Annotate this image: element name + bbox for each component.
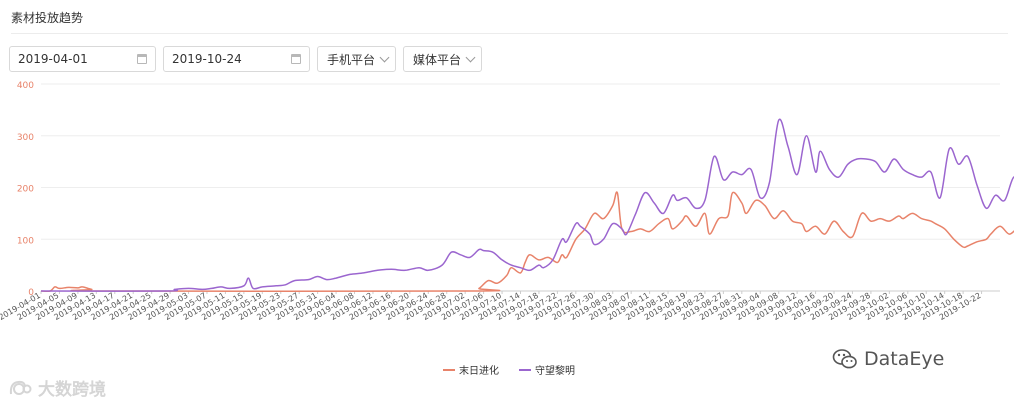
platform-select-label: 手机平台 <box>327 52 376 67</box>
y-tick-label: 200 <box>17 185 34 195</box>
y-tick-label: 100 <box>17 236 34 246</box>
legend-label: 末日进化 <box>459 364 499 377</box>
x-axis: 2019-04-012019-04-052019-04-092019-04-13… <box>0 291 983 322</box>
watermark-left-text: 大数跨境 <box>38 380 106 400</box>
watermark-left: 大数跨境 <box>8 375 106 400</box>
watermark-right-text: DataEye <box>864 348 945 370</box>
y-tick-label: 0 <box>28 288 34 298</box>
calendar-icon <box>137 54 147 64</box>
start-date-picker[interactable]: 2019-04-01 <box>9 46 156 72</box>
media-select-label: 媒体平台 <box>413 52 462 67</box>
panel-title: 素材投放趋势 <box>11 11 84 25</box>
filter-bar: 2019-04-01 2019-10-24 手机平台 媒体平台 <box>9 46 483 72</box>
chart-legend[interactable]: 末日进化 守望黎明 <box>443 364 575 377</box>
platform-select[interactable]: 手机平台 <box>317 46 397 72</box>
legend-label: 守望黎明 <box>535 364 575 377</box>
watermark-right: DataEye <box>832 347 944 371</box>
y-tick-label: 400 <box>17 81 34 91</box>
series-line <box>40 118 1014 292</box>
calendar-icon <box>291 54 301 64</box>
wechat-icon <box>832 349 857 369</box>
brand-logo-icon <box>9 380 32 395</box>
y-tick-label: 300 <box>17 133 34 143</box>
chart-grid <box>41 83 1000 292</box>
series-line <box>40 191 1014 293</box>
end-date-picker[interactable]: 2019-10-24 <box>163 46 310 72</box>
start-date-value: 2019-04-01 <box>18 52 88 66</box>
chart-series <box>40 118 1014 293</box>
media-select[interactable]: 媒体平台 <box>403 46 483 72</box>
end-date-value: 2019-10-24 <box>172 52 242 66</box>
y-axis: 0 100 200 300 400 <box>17 81 34 298</box>
panel-header: 素材投放趋势 <box>11 6 1008 34</box>
